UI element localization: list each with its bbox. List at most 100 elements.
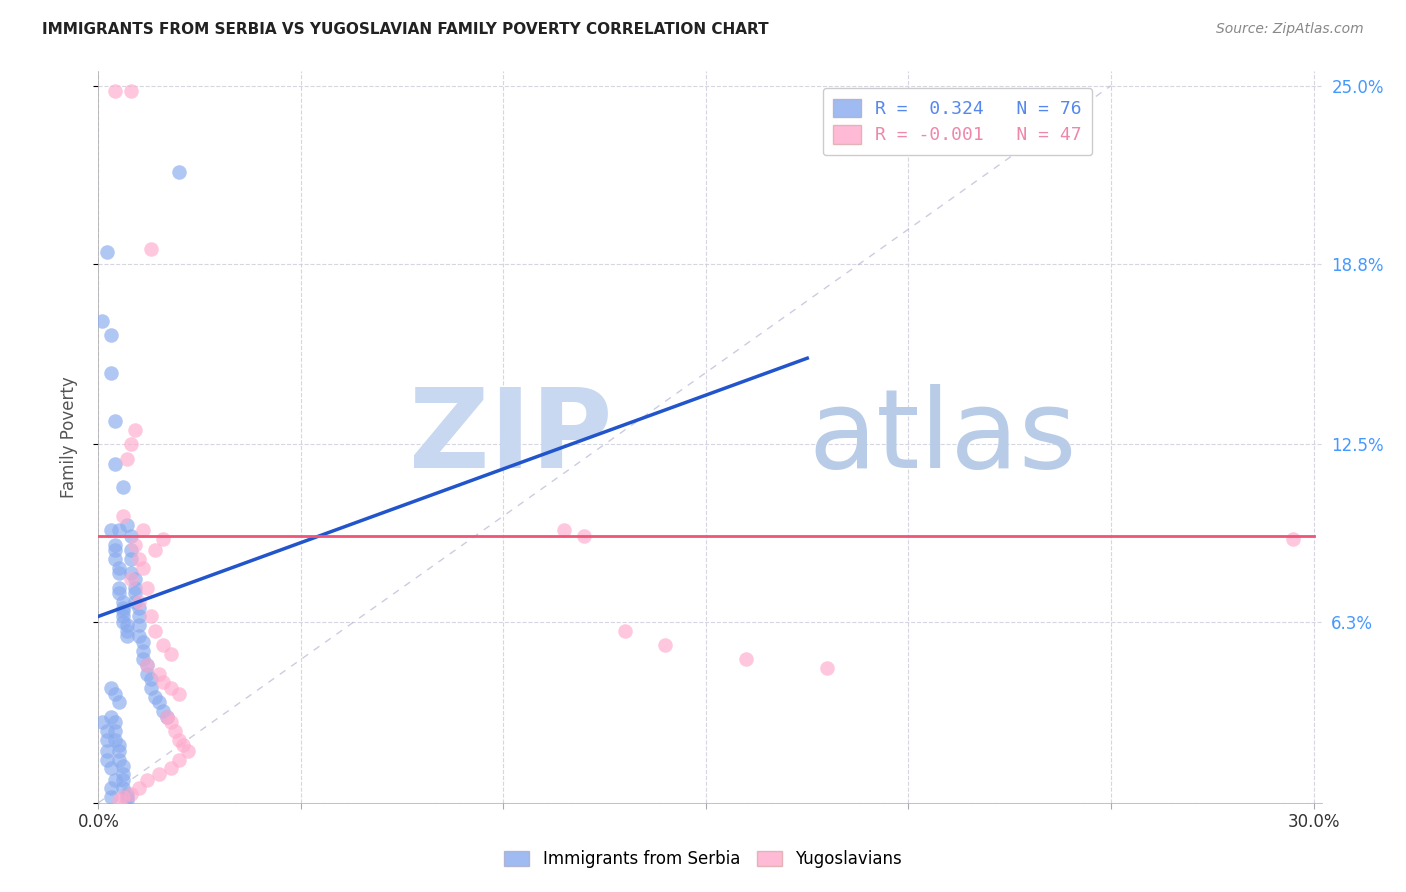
Text: atlas: atlas [808, 384, 1077, 491]
Point [176, 744, 198, 758]
Point [143, 624, 166, 638]
Point [553, 524, 575, 538]
Point [100, 681, 122, 695]
Point [120, 787, 142, 801]
Point [654, 638, 676, 652]
Point [115, 787, 138, 801]
Point [104, 687, 127, 701]
Point [107, 695, 129, 709]
Point [111, 595, 134, 609]
Point [96, 724, 118, 739]
Point [160, 715, 183, 730]
Point [132, 560, 155, 574]
Point [100, 790, 122, 805]
Point [107, 560, 129, 574]
Point [111, 508, 134, 523]
Point [139, 609, 162, 624]
Point [128, 781, 150, 796]
Point [172, 739, 194, 753]
Point [107, 586, 129, 600]
Point [148, 695, 170, 709]
Point [1282, 532, 1305, 546]
Point [128, 552, 150, 566]
Point [96, 744, 118, 758]
Point [169, 165, 191, 179]
Point [107, 739, 129, 753]
Point [160, 681, 183, 695]
Point [115, 618, 138, 632]
Point [139, 242, 162, 256]
Point [96, 753, 118, 767]
Point [148, 666, 170, 681]
Point [165, 724, 187, 739]
Point [614, 624, 637, 638]
Point [111, 758, 134, 772]
Point [148, 767, 170, 781]
Point [128, 600, 150, 615]
Point [104, 724, 127, 739]
Point [100, 710, 122, 724]
Point [169, 687, 191, 701]
Point [136, 666, 159, 681]
Point [91, 314, 114, 328]
Point [96, 732, 118, 747]
Point [128, 609, 150, 624]
Point [136, 772, 159, 787]
Point [104, 538, 127, 552]
Point [143, 690, 166, 704]
Point [104, 732, 127, 747]
Point [124, 538, 146, 552]
Point [111, 781, 134, 796]
Point [91, 715, 114, 730]
Point [111, 600, 134, 615]
Point [132, 652, 155, 666]
Point [152, 675, 174, 690]
Point [574, 529, 596, 543]
Point [111, 615, 134, 629]
Point [124, 572, 146, 586]
Legend: R =  0.324   N = 76, R = -0.001   N = 47: R = 0.324 N = 76, R = -0.001 N = 47 [823, 87, 1092, 155]
Point [124, 581, 146, 595]
Y-axis label: Family Poverty: Family Poverty [59, 376, 77, 498]
Point [120, 437, 142, 451]
Point [136, 658, 159, 673]
Point [107, 744, 129, 758]
Point [96, 245, 118, 260]
Point [100, 781, 122, 796]
Point [156, 710, 179, 724]
Point [120, 85, 142, 99]
Point [111, 790, 134, 805]
Point [104, 552, 127, 566]
Point [152, 638, 174, 652]
Point [124, 586, 146, 600]
Point [104, 543, 127, 558]
Point [100, 328, 122, 343]
Point [100, 366, 122, 380]
Point [160, 647, 183, 661]
Point [104, 715, 127, 730]
Point [128, 629, 150, 643]
Point [128, 595, 150, 609]
Point [136, 581, 159, 595]
Text: Source: ZipAtlas.com: Source: ZipAtlas.com [1216, 22, 1364, 37]
Point [132, 635, 155, 649]
Point [115, 790, 138, 805]
Point [115, 624, 138, 638]
Point [111, 767, 134, 781]
Point [139, 673, 162, 687]
Point [111, 480, 134, 494]
Point [735, 652, 758, 666]
Point [100, 524, 122, 538]
Point [132, 524, 155, 538]
Point [124, 423, 146, 437]
Point [128, 618, 150, 632]
Point [115, 629, 138, 643]
Point [107, 581, 129, 595]
Point [111, 772, 134, 787]
Point [115, 517, 138, 532]
Point [111, 609, 134, 624]
Point [107, 793, 129, 807]
Point [120, 552, 142, 566]
Point [115, 793, 138, 807]
Point [100, 761, 122, 775]
